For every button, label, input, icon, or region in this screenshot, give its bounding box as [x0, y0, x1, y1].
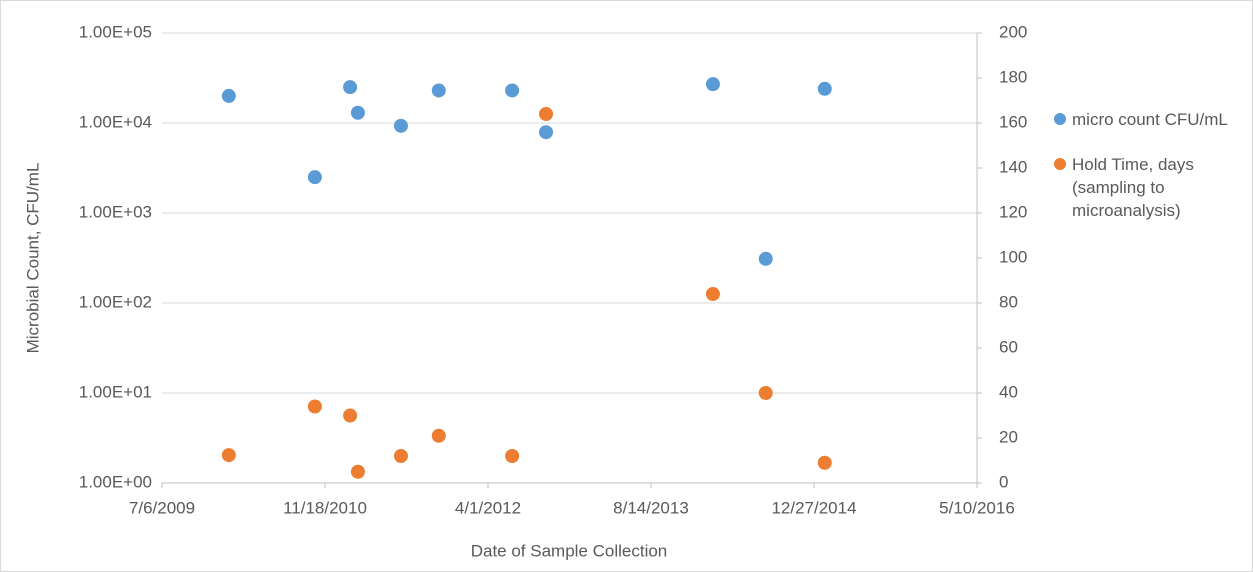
point	[431, 83, 446, 98]
y2-tick-label: 200	[999, 22, 1027, 41]
point	[393, 118, 408, 133]
point	[350, 464, 365, 479]
legend-label: micro count CFU/mL	[1072, 110, 1228, 129]
y2-tick-label: 140	[999, 157, 1027, 176]
point	[817, 81, 832, 96]
point	[221, 448, 236, 463]
y-tick-label: 1.00E+00	[79, 472, 152, 491]
point	[221, 88, 236, 103]
y2-tick-label: 80	[999, 292, 1018, 311]
point	[705, 77, 720, 92]
y2-tick-label: 120	[999, 202, 1027, 221]
point	[343, 408, 358, 423]
legend-label: Hold Time, days (sampling to microanalys…	[1072, 155, 1194, 220]
y2-tick-label: 0	[999, 472, 1008, 491]
x-tick-label: 12/27/2014	[771, 498, 856, 517]
legend-marker	[1054, 158, 1066, 170]
y2-tick-label: 60	[999, 337, 1018, 356]
y-tick-label: 1.00E+02	[79, 292, 152, 311]
y-tick-label: 1.00E+04	[79, 112, 152, 131]
point	[343, 80, 358, 95]
point	[393, 449, 408, 463]
point	[817, 455, 832, 470]
x-tick-label: 8/14/2013	[613, 498, 689, 517]
point	[505, 83, 520, 98]
y-tick-label: 1.00E+01	[79, 382, 152, 401]
point	[539, 125, 554, 140]
point	[431, 428, 446, 443]
point	[350, 105, 365, 120]
y-axis-title: Microbial Count, CFU/mL	[23, 163, 42, 354]
y2-tick-label: 100	[999, 247, 1027, 266]
x-tick-label: 5/10/2016	[939, 498, 1015, 517]
legend: micro count CFU/mL Hold Time, days (sampl…	[1050, 108, 1240, 244]
point	[539, 107, 554, 121]
y-tick-label: 1.00E+05	[79, 22, 152, 41]
x-tick-label: 11/18/2010	[283, 498, 367, 517]
x-tick-label: 7/6/2009	[129, 498, 195, 517]
y-tick-label: 1.00E+03	[79, 202, 152, 221]
y2-tick-label: 40	[999, 382, 1018, 401]
legend-item: micro count CFU/mL	[1050, 108, 1240, 131]
point	[307, 170, 322, 185]
point	[705, 287, 720, 301]
x-axis-title: Date of Sample Collection	[471, 541, 668, 560]
y2-tick-label: 20	[999, 427, 1018, 446]
point	[758, 386, 773, 400]
legend-marker	[1054, 113, 1066, 125]
y2-tick-label: 160	[999, 112, 1027, 131]
legend-item: Hold Time, days (sampling to microanalys…	[1050, 153, 1240, 222]
point	[505, 449, 520, 463]
point	[307, 399, 322, 414]
y2-tick-label: 180	[999, 67, 1027, 86]
x-tick-label: 4/1/2012	[455, 498, 521, 517]
point	[758, 251, 773, 266]
